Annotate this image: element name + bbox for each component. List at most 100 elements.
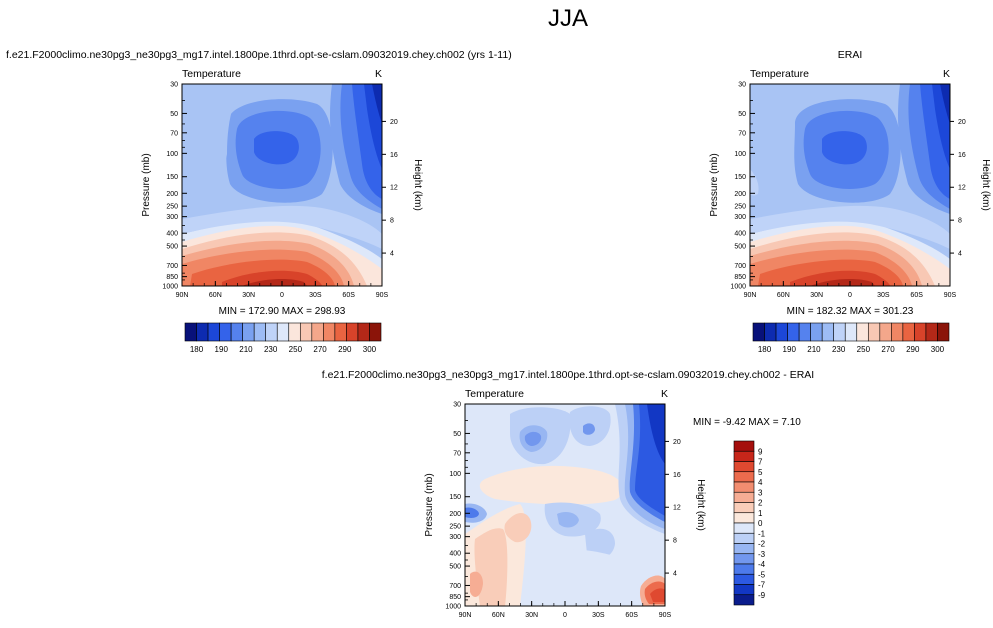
colorbar-swatch bbox=[733, 573, 755, 585]
y-tick-label: 200 bbox=[166, 191, 178, 198]
colorbar-swatch bbox=[219, 322, 232, 342]
panel-model: f.e21.F2000climo.ne30pg3_ne30pg3_mg17.in… bbox=[6, 49, 512, 354]
y2-axis-title: Height (km) bbox=[980, 159, 991, 211]
y2-tick-label: 16 bbox=[673, 472, 681, 479]
colorbar-swatch bbox=[733, 553, 755, 565]
y-tick-label: 850 bbox=[449, 594, 461, 601]
y-axis-title: Pressure (mb) bbox=[141, 153, 152, 216]
y-tick-label: 100 bbox=[734, 151, 746, 158]
colorbar-label: -9 bbox=[758, 591, 766, 600]
colorbar-swatch bbox=[733, 440, 755, 452]
colorbar-swatch bbox=[733, 594, 755, 606]
colorbar-swatch bbox=[733, 584, 755, 596]
y-tick-label: 500 bbox=[166, 244, 178, 251]
colorbar-swatch bbox=[733, 461, 755, 473]
colorbar-label: 5 bbox=[758, 468, 763, 477]
colorbar-swatch bbox=[196, 322, 209, 342]
colorbar-label: 290 bbox=[906, 345, 920, 354]
colorbar-swatch bbox=[288, 322, 301, 342]
y-tick-label: 700 bbox=[734, 263, 746, 270]
colorbar-label: -3 bbox=[758, 550, 766, 559]
y-tick-label: 300 bbox=[449, 534, 461, 541]
panel-diff-variable-label: Temperature bbox=[465, 388, 524, 400]
y-axis-title: Pressure (mb) bbox=[424, 473, 435, 536]
x-tick-label: 90N bbox=[459, 612, 472, 619]
colorbar-swatch bbox=[733, 491, 755, 503]
colorbar-swatch bbox=[891, 322, 904, 342]
y-tick-label: 70 bbox=[453, 450, 461, 457]
colorbar-swatch bbox=[299, 322, 313, 342]
colorbar-swatch bbox=[184, 322, 197, 342]
panel-obs-stats: MIN = 182.32 MAX = 301.23 bbox=[787, 306, 914, 317]
x-tick-label: 0 bbox=[280, 292, 284, 299]
colorbar-label: -4 bbox=[758, 560, 766, 569]
panel-model-colorbar: 180 190 210 230 250 270 290 300 bbox=[184, 322, 382, 354]
colorbar-swatch bbox=[357, 322, 370, 342]
panel-model-units-label: K bbox=[375, 68, 382, 80]
y-axis-title: Pressure (mb) bbox=[709, 153, 720, 216]
x-tick-label: 90S bbox=[944, 292, 957, 299]
x-tick-label: 30N bbox=[810, 292, 823, 299]
colorbar-swatch bbox=[733, 543, 755, 555]
colorbar-swatch bbox=[764, 322, 777, 342]
x-tick-label: 60N bbox=[492, 612, 505, 619]
colorbar-swatch bbox=[879, 322, 892, 342]
y2-tick-label: 20 bbox=[673, 439, 681, 446]
colorbar-label: 1 bbox=[758, 509, 763, 518]
colorbar-swatch bbox=[798, 322, 811, 342]
y-tick-label: 70 bbox=[170, 130, 178, 137]
y-tick-label: 400 bbox=[449, 551, 461, 558]
panel-diff-units-label: K bbox=[661, 388, 668, 400]
y-tick-label: 50 bbox=[170, 111, 178, 118]
y-tick-label: 250 bbox=[449, 524, 461, 531]
colorbar-label: 250 bbox=[289, 345, 303, 354]
colorbar-label: 7 bbox=[758, 458, 763, 467]
x-tick-label: 60S bbox=[910, 292, 923, 299]
x-tick-label: 90N bbox=[744, 292, 757, 299]
colorbar-label: 180 bbox=[758, 345, 772, 354]
y-tick-label: 100 bbox=[166, 151, 178, 158]
colorbar-label: 250 bbox=[857, 345, 871, 354]
colorbar-label: -1 bbox=[758, 529, 766, 538]
colorbar-label: 190 bbox=[783, 345, 797, 354]
y-tick-label: 700 bbox=[166, 263, 178, 270]
x-tick-label: 60S bbox=[625, 612, 638, 619]
colorbar-swatch bbox=[733, 502, 755, 514]
colorbar-swatch bbox=[844, 322, 858, 342]
colorbar-label: -7 bbox=[758, 581, 766, 590]
colorbar-label: 4 bbox=[758, 478, 763, 487]
x-tick-label: 30S bbox=[877, 292, 890, 299]
y-tick-label: 400 bbox=[734, 231, 746, 238]
y-tick-label: 250 bbox=[734, 204, 746, 211]
y2-tick-label: 20 bbox=[390, 119, 398, 126]
x-tick-label: 90N bbox=[176, 292, 189, 299]
y2-tick-label: 12 bbox=[673, 505, 681, 512]
colorbar-swatch bbox=[787, 322, 800, 342]
colorbar-swatch bbox=[276, 322, 290, 342]
colorbar-swatch bbox=[334, 322, 347, 342]
panel-obs-units-label: K bbox=[943, 68, 950, 80]
colorbar-swatch bbox=[902, 322, 915, 342]
colorbar-swatch bbox=[346, 322, 359, 342]
y2-tick-label: 4 bbox=[958, 251, 962, 258]
y-tick-label: 300 bbox=[166, 214, 178, 221]
colorbar-swatch bbox=[925, 322, 938, 342]
x-tick-label: 60N bbox=[777, 292, 790, 299]
panel-diff-axes: 3050701001502002503004005007008501000481… bbox=[424, 402, 706, 620]
panel-diff-contour-field bbox=[465, 404, 665, 606]
x-tick-label: 0 bbox=[848, 292, 852, 299]
x-tick-label: 90S bbox=[659, 612, 672, 619]
colorbar-label: 190 bbox=[215, 345, 229, 354]
x-tick-label: 0 bbox=[563, 612, 567, 619]
colorbar-swatch bbox=[242, 322, 255, 342]
colorbar-swatch bbox=[867, 322, 881, 342]
y2-tick-label: 12 bbox=[958, 185, 966, 192]
x-tick-label: 30S bbox=[592, 612, 605, 619]
y2-axis-title: Height (km) bbox=[412, 159, 423, 211]
y-tick-label: 850 bbox=[166, 274, 178, 281]
colorbar-swatch bbox=[733, 563, 755, 575]
colorbar-swatch bbox=[733, 481, 755, 493]
x-tick-label: 30N bbox=[242, 292, 255, 299]
colorbar-swatch bbox=[230, 322, 243, 342]
